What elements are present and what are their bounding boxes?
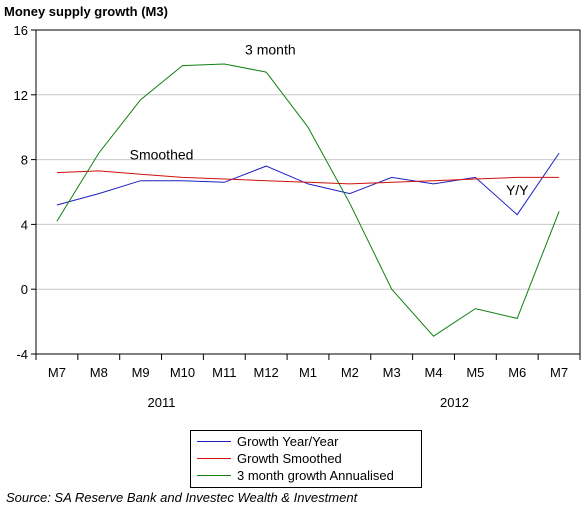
legend-item-yoy: Growth Year/Year <box>197 433 415 450</box>
annotation-2: Y/Y <box>506 182 529 198</box>
x-tick-label-2: M9 <box>132 365 150 380</box>
plot-frame <box>35 29 581 355</box>
x-tick-label-3: M10 <box>170 365 195 380</box>
annotations: 3 month Smoothed Y/Y <box>130 41 530 198</box>
x-tick-label-7: M2 <box>341 365 359 380</box>
x-tick-label-0: M7 <box>48 365 66 380</box>
x-tick-label-11: M6 <box>508 365 526 380</box>
series-line-annualised <box>56 63 560 337</box>
y-tick-label-3: 8 <box>21 153 28 168</box>
x-tick-label-4: M11 <box>212 365 236 380</box>
legend-item-annualised: 3 month growth Annualised <box>197 467 415 484</box>
x-tick-label-8: M3 <box>383 365 401 380</box>
legend-label-smoothed: Growth Smoothed <box>237 451 342 466</box>
legend-label-annualised: 3 month growth Annualised <box>237 468 394 483</box>
year-label-0: 2011 <box>148 395 176 410</box>
x-tick-label-12: M7 <box>550 365 568 380</box>
y-tick-label-5: 16 <box>14 23 28 38</box>
series-line-smoothed <box>56 170 560 185</box>
legend-swatch-annualised <box>197 475 231 476</box>
annotation-1: Smoothed <box>130 147 194 163</box>
year-label-1: 2012 <box>440 395 469 410</box>
y-tick-label-2: 4 <box>21 217 28 232</box>
legend: Growth Year/Year Growth Smoothed 3 month… <box>190 430 422 488</box>
legend-swatch-smoothed <box>197 458 231 459</box>
x-tick-label-9: M4 <box>425 365 443 380</box>
legend-swatch-yoy <box>197 441 231 442</box>
x-tick-label-1: M8 <box>90 365 108 380</box>
legend-item-smoothed: Growth Smoothed <box>197 450 415 467</box>
grid-lines <box>36 94 580 290</box>
legend-label-yoy: Growth Year/Year <box>237 434 339 449</box>
y-tick-label-0: -4 <box>16 347 28 362</box>
x-tick-label-5: M12 <box>254 365 279 380</box>
axes: -4 0 4 8 12 16 M7 M8 M9 M10 M11 M12 M1 M2 M3 M4 M5 M6 M7 20… <box>14 23 581 410</box>
annotation-0: 3 month <box>245 41 296 57</box>
y-tick-label-1: 0 <box>21 282 28 297</box>
series-lines <box>56 63 560 337</box>
y-tick-label-4: 12 <box>14 88 28 103</box>
series-line-yoy <box>56 152 560 216</box>
source-note: Source: SA Reserve Bank and Investec Wea… <box>6 490 358 505</box>
x-tick-label-6: M1 <box>299 365 317 380</box>
chart-title: Money supply growth (M3) <box>4 4 168 19</box>
x-tick-label-10: M5 <box>466 365 484 380</box>
